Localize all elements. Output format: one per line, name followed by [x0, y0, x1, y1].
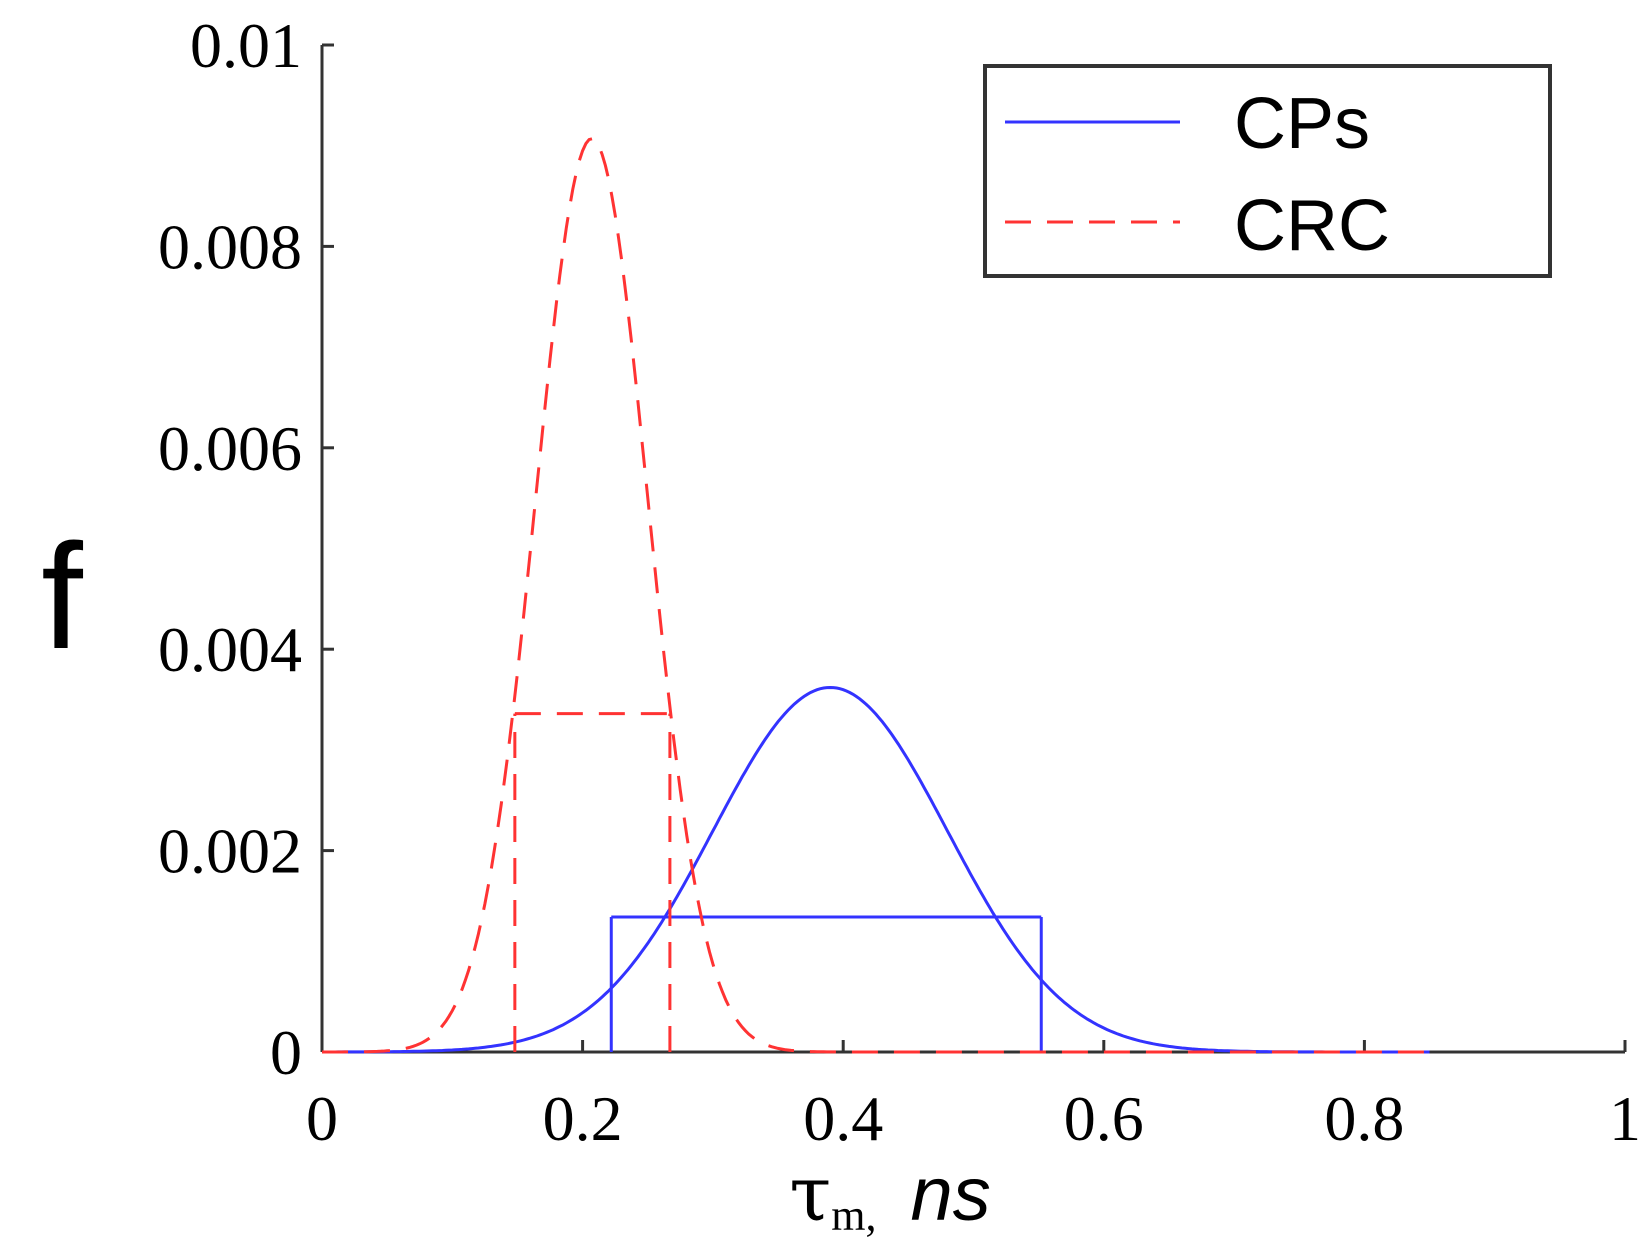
y-axis-title: f: [41, 512, 83, 680]
x-axis-separator: ,: [866, 1191, 877, 1240]
legend: CPs CRC: [983, 64, 1552, 278]
x-tick-label: 0.6: [1064, 1083, 1144, 1154]
series: [322, 137, 1430, 1054]
y-tick-label: 0: [270, 1017, 302, 1088]
legend-label-cps: CPs: [1234, 84, 1370, 164]
x-tick-label: 0.8: [1324, 1083, 1404, 1154]
legend-label-crc: CRC: [1234, 186, 1390, 266]
y-tick-label: 0.006: [158, 413, 302, 484]
series-line-cps: [322, 685, 1430, 1054]
ticks: 0 0.2 0.4 0.6 0.8 1 0 0.002 0.004 0.006 0.008 0.01: [158, 10, 1641, 1154]
series-line-crc: [322, 137, 1430, 1054]
x-axis-unit: ns: [911, 1152, 991, 1237]
x-tick-label: 0.4: [803, 1083, 883, 1154]
x-tick-label: 0: [306, 1083, 338, 1154]
x-tick-label: 1: [1609, 1083, 1641, 1154]
x-axis-symbol: τ: [789, 1149, 831, 1238]
y-tick-label: 0.004: [158, 614, 302, 685]
y-tick-label: 0.008: [158, 211, 302, 282]
y-tick-label: 0.01: [190, 10, 302, 81]
x-axis-title: τm, ns: [789, 1149, 991, 1240]
y-tick-label: 0.002: [158, 816, 302, 887]
legend-box: [983, 64, 1552, 278]
x-tick-label: 0.2: [543, 1083, 623, 1154]
x-axis-subscript: m: [831, 1191, 865, 1240]
